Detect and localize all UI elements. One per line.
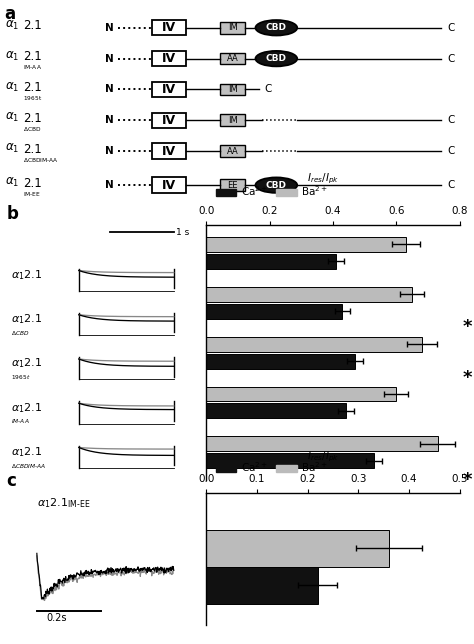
Text: AA: AA: [227, 147, 238, 156]
Text: 2.1: 2.1: [23, 112, 42, 125]
Text: $\alpha_1 2.1_{\mathsf{IM\text{-}EE}}$: $\alpha_1 2.1_{\mathsf{IM\text{-}EE}}$: [37, 497, 91, 511]
Legend: Ca$^{2+}$, Ba$^{2+}$: Ca$^{2+}$, Ba$^{2+}$: [211, 456, 332, 478]
Text: IV: IV: [162, 114, 176, 127]
Text: C: C: [447, 23, 455, 33]
Text: $\alpha_1$: $\alpha_1$: [5, 176, 19, 189]
Text: IV: IV: [162, 145, 176, 158]
Text: CBD: CBD: [266, 23, 287, 32]
Text: AA: AA: [227, 54, 238, 63]
Text: $\alpha_1$: $\alpha_1$: [5, 50, 19, 62]
Text: $\alpha_1$: $\alpha_1$: [5, 142, 19, 155]
Text: N: N: [105, 84, 113, 95]
Text: CBD: CBD: [266, 54, 287, 63]
Text: $_{\mathsf{IM\text{-}AA}}$: $_{\mathsf{IM\text{-}AA}}$: [23, 63, 42, 72]
Text: C: C: [264, 84, 272, 95]
Bar: [206, 403, 346, 419]
Bar: [206, 386, 396, 401]
FancyBboxPatch shape: [152, 144, 186, 159]
Text: $\alpha_1$: $\alpha_1$: [5, 80, 19, 93]
Text: 2.1: 2.1: [23, 143, 42, 156]
Text: C: C: [447, 146, 455, 156]
Text: $I_{res}/I_{pk}$: $I_{res}/I_{pk}$: [307, 450, 339, 464]
FancyBboxPatch shape: [152, 51, 186, 66]
Text: IM: IM: [228, 116, 237, 125]
Text: IM: IM: [228, 23, 237, 32]
Bar: [206, 453, 374, 468]
Text: $_{\mathsf{1965t}}$: $_{\mathsf{1965t}}$: [23, 94, 42, 103]
Text: $\alpha_1$: $\alpha_1$: [5, 111, 19, 124]
FancyBboxPatch shape: [220, 115, 245, 126]
Text: CBD: CBD: [266, 181, 287, 189]
Text: IM: IM: [228, 85, 237, 94]
Text: $I_{res}/I_{pk}$: $I_{res}/I_{pk}$: [307, 171, 339, 186]
Text: *: *: [462, 318, 472, 336]
Text: IV: IV: [162, 52, 176, 65]
FancyBboxPatch shape: [220, 22, 245, 33]
Text: N: N: [105, 146, 113, 156]
Text: $\alpha_1$2.1: $\alpha_1$2.1: [11, 401, 43, 415]
FancyBboxPatch shape: [220, 179, 245, 191]
Text: $_{\mathsf{IM\text{-}EE}}$: $_{\mathsf{IM\text{-}EE}}$: [23, 190, 41, 199]
Bar: [206, 254, 336, 269]
Text: c: c: [7, 472, 17, 490]
FancyBboxPatch shape: [220, 53, 245, 64]
Text: N: N: [105, 180, 113, 190]
Text: $_{\Delta CBDIM\text{-}AA}$: $_{\Delta CBDIM\text{-}AA}$: [11, 462, 46, 471]
Text: $\alpha_1$2.1: $\alpha_1$2.1: [11, 445, 43, 459]
Text: $\alpha_1$: $\alpha_1$: [5, 19, 19, 32]
Legend: Ca$^{2+}$, Ba$^{2+}$: Ca$^{2+}$, Ba$^{2+}$: [211, 180, 332, 202]
Text: $_{\Delta CBD}$: $_{\Delta CBD}$: [11, 329, 30, 338]
Text: 2.1: 2.1: [23, 177, 42, 190]
Text: a: a: [4, 5, 15, 23]
Text: 0.2s: 0.2s: [46, 613, 66, 623]
Bar: [206, 304, 343, 319]
Text: b: b: [7, 205, 18, 223]
Text: $\alpha_1$2.1: $\alpha_1$2.1: [11, 312, 43, 326]
Text: N: N: [105, 53, 113, 64]
Ellipse shape: [255, 20, 297, 35]
Text: 2.1: 2.1: [23, 19, 42, 32]
Bar: [206, 337, 422, 352]
Text: C: C: [447, 53, 455, 64]
FancyBboxPatch shape: [152, 178, 186, 193]
FancyBboxPatch shape: [152, 20, 186, 35]
Bar: [206, 287, 412, 301]
Text: EE: EE: [228, 181, 238, 189]
Text: $_{\mathsf{\Delta CBD}}$: $_{\mathsf{\Delta CBD}}$: [23, 125, 41, 134]
FancyBboxPatch shape: [220, 84, 245, 95]
Bar: [206, 567, 318, 603]
Text: $_{IM\text{-}AA}$: $_{IM\text{-}AA}$: [11, 417, 30, 426]
FancyBboxPatch shape: [152, 82, 186, 97]
Bar: [206, 354, 355, 368]
Ellipse shape: [255, 178, 297, 193]
Text: *: *: [462, 471, 472, 489]
Text: IV: IV: [162, 83, 176, 96]
Text: $_{\mathsf{\Delta CBDIM\text{-}AA}}$: $_{\mathsf{\Delta CBDIM\text{-}AA}}$: [23, 156, 58, 165]
Text: $_{1965t}$: $_{1965t}$: [11, 373, 31, 382]
Text: $\alpha_1$2.1: $\alpha_1$2.1: [11, 357, 43, 370]
Text: N: N: [105, 115, 113, 126]
Text: C: C: [447, 115, 455, 126]
Text: C: C: [447, 180, 455, 190]
Text: IV: IV: [162, 21, 176, 34]
Text: $\alpha_1$2.1: $\alpha_1$2.1: [11, 268, 43, 282]
Bar: [206, 437, 438, 451]
Text: 2.1: 2.1: [23, 81, 42, 94]
Text: 1 s: 1 s: [175, 227, 189, 236]
FancyBboxPatch shape: [220, 146, 245, 157]
Bar: [206, 237, 406, 252]
Text: *: *: [462, 369, 472, 387]
Text: 2.1: 2.1: [23, 50, 42, 63]
Bar: [206, 529, 389, 567]
Text: IV: IV: [162, 178, 176, 192]
Ellipse shape: [255, 51, 297, 66]
FancyBboxPatch shape: [152, 113, 186, 128]
Text: N: N: [105, 23, 113, 33]
